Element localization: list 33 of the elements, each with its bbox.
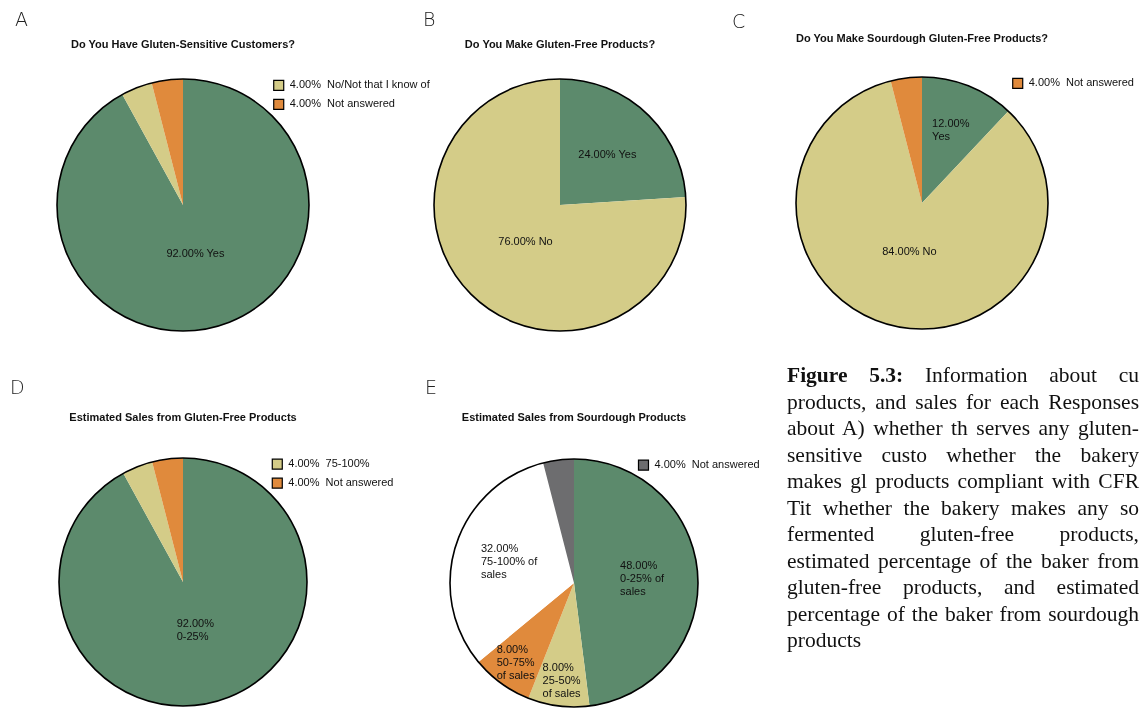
slice-label: 0-25% of sales [620,571,666,597]
legend-label: 4.00% Not answered [654,458,760,471]
chart-title: Estimated Sales from Gluten-Free Products [69,411,297,424]
data-label: 32.00% [481,541,519,554]
text: D [10,376,25,398]
legend-label: 4.00% Not answered [289,97,395,110]
slice-label: 75-100% of sales [481,554,539,580]
text: C [732,10,746,32]
slice-label: Yes [932,129,951,142]
legend-label: 4.00% 75-100% [288,457,370,470]
legend-label: 4.00% Not answered [1028,76,1134,89]
legend-label: 4.00% Not answered [288,476,394,489]
data-label: 8.00% [542,661,575,674]
slice-label: 76.00% No [498,234,553,247]
slice-label: 24.00% Yes [578,147,637,160]
text: B [423,8,436,30]
chart-title: Do You Have Gluten-Sensitive Customers? [71,38,296,51]
data-label: 8.00% [496,643,529,656]
slice-label: 25-50% of sales [542,674,582,700]
text: Figure 5.3: [787,363,904,387]
legend-label: 4.00% No/Not that I know of [289,78,431,91]
text: A [15,8,28,30]
text: E [425,376,438,398]
slice-label: 50-75% of sales [496,656,536,682]
chart-title: Estimated Sales from Sourdough Products [461,411,687,424]
slice-label: 0-25% [176,629,209,642]
chart-title: Do You Make Sourdough Gluten-Free Products? [796,32,1049,45]
data-label: 48.00% [620,558,658,571]
slice-label: 92.00% Yes [166,246,225,259]
slice-label: 84.00% No [882,244,937,257]
data-label: 92.00% [176,616,215,629]
data-label: 12.00% [932,116,970,129]
chart-title: Do You Make Gluten-Free Products? [464,38,656,51]
